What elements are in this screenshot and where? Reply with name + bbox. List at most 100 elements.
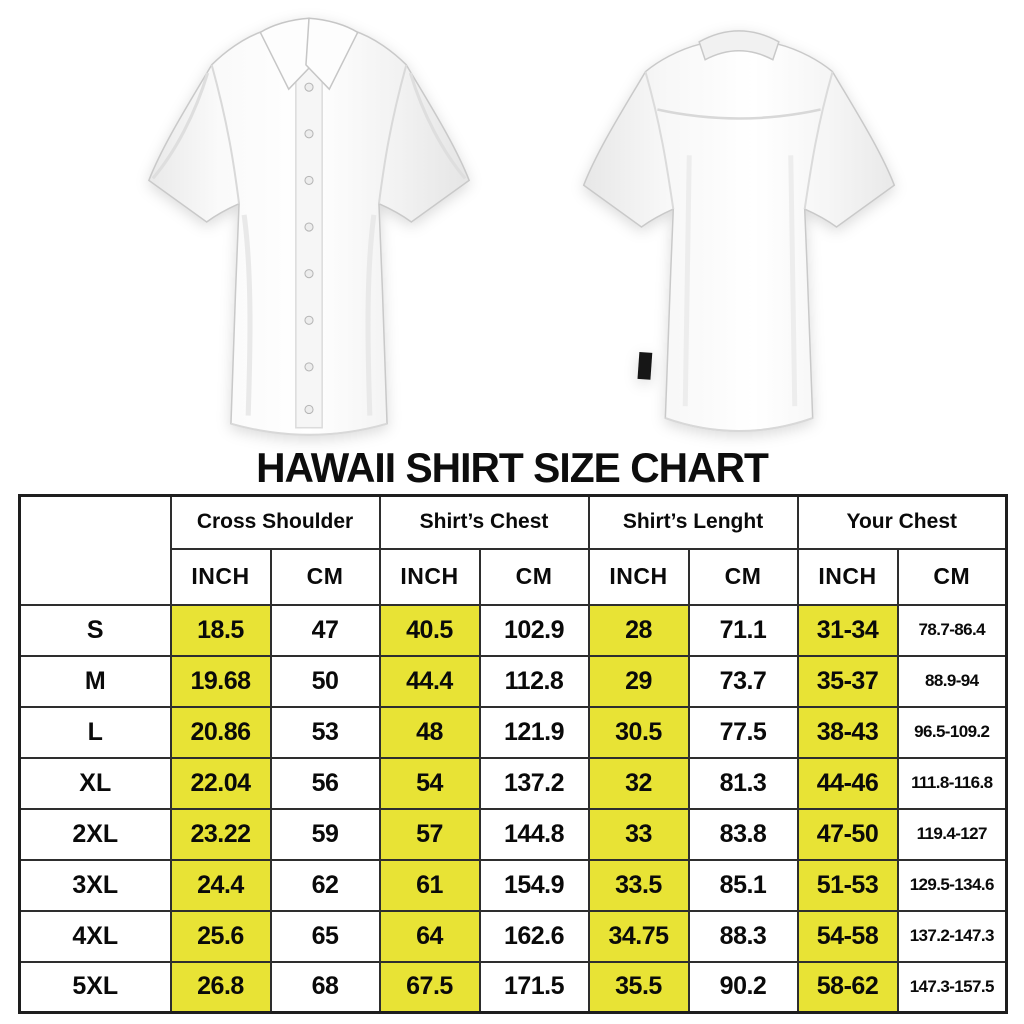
cm-value-cell: 171.5 — [478, 960, 590, 1014]
inch-header: INCH — [587, 547, 690, 606]
inch-value-cell: 67.5 — [378, 960, 481, 1014]
cm-value-cell: 111.8-116.8 — [896, 756, 1008, 810]
cm-value-cell: 68 — [269, 960, 381, 1014]
size-label: M — [18, 654, 172, 708]
size-label: XL — [18, 756, 172, 810]
size-label: L — [18, 705, 172, 759]
cm-value-cell: 88.3 — [687, 909, 799, 963]
inch-value-cell: 57 — [378, 807, 481, 861]
cm-header: CM — [269, 547, 381, 606]
shirt-size-tag — [637, 352, 653, 380]
group-header-shirts-length: Shirt’s Lenght — [587, 494, 799, 550]
cm-header: CM — [896, 547, 1008, 606]
cm-header: CM — [478, 547, 590, 606]
cm-value-cell: 147.3-157.5 — [896, 960, 1008, 1014]
inch-value-cell: 28 — [587, 603, 690, 657]
inch-header: INCH — [378, 547, 481, 606]
inch-value-cell: 38-43 — [796, 705, 899, 759]
inch-value-cell: 20.86 — [169, 705, 272, 759]
inch-value-cell: 18.5 — [169, 603, 272, 657]
cm-value-cell: 50 — [269, 654, 381, 708]
inch-value-cell: 44-46 — [796, 756, 899, 810]
cm-value-cell: 102.9 — [478, 603, 590, 657]
cm-value-cell: 78.7-86.4 — [896, 603, 1008, 657]
inch-header: INCH — [169, 547, 272, 606]
corner-cell — [18, 494, 172, 606]
cm-value-cell: 96.5-109.2 — [896, 705, 1008, 759]
cm-value-cell: 90.2 — [687, 960, 799, 1014]
inch-value-cell: 54-58 — [796, 909, 899, 963]
cm-value-cell: 129.5-134.6 — [896, 858, 1008, 912]
unit-header-row: INCH CM INCH CM INCH CM INCH CM — [20, 547, 1008, 606]
cm-value-cell: 137.2 — [478, 756, 590, 810]
group-header-cross-shoulder: Cross Shoulder — [169, 494, 381, 550]
cm-value-cell: 56 — [269, 756, 381, 810]
table-row: XL 22.04 56 54 137.2 32 81.3 44-46 111.8-116.8 — [18, 756, 1008, 810]
cm-value-cell: 53 — [269, 705, 381, 759]
inch-value-cell: 40.5 — [378, 603, 481, 657]
table-row: L 20.86 53 48 121.9 30.5 77.5 38-43 96.5-109.2 — [18, 705, 1008, 759]
cm-value-cell: 119.4-127 — [896, 807, 1008, 861]
cm-value-cell: 77.5 — [687, 705, 799, 759]
size-label: 4XL — [18, 909, 172, 963]
group-header-shirts-chest: Shirt’s Chest — [378, 494, 590, 550]
size-label: 3XL — [18, 858, 172, 912]
cm-value-cell: 121.9 — [478, 705, 590, 759]
inch-header: INCH — [796, 547, 899, 606]
inch-value-cell: 22.04 — [169, 756, 272, 810]
table-row: 4XL 25.6 65 64 162.6 34.75 88.3 54-58 137.2-147.… — [18, 909, 1008, 963]
inch-value-cell: 51-53 — [796, 858, 899, 912]
size-table-body: S 18.5 47 40.5 102.9 28 71.1 31-34 78.7-86.4 M 19.… — [18, 603, 1008, 1014]
shirt-back-image — [582, 30, 896, 432]
size-table: Cross Shoulder Shirt’s Chest Shirt’s Len… — [18, 494, 1009, 1014]
table-row: 5XL 26.8 68 67.5 171.5 35.5 90.2 58-62 147.3-157… — [18, 960, 1008, 1014]
group-header-row: Cross Shoulder Shirt’s Chest Shirt’s Len… — [18, 494, 1008, 606]
cm-value-cell: 71.1 — [687, 603, 799, 657]
inch-value-cell: 30.5 — [587, 705, 690, 759]
inch-value-cell: 25.6 — [169, 909, 272, 963]
inch-value-cell: 29 — [587, 654, 690, 708]
inch-value-cell: 58-62 — [796, 960, 899, 1014]
cm-value-cell: 112.8 — [478, 654, 590, 708]
cm-value-cell: 62 — [269, 858, 381, 912]
inch-value-cell: 32 — [587, 756, 690, 810]
size-label: 2XL — [18, 807, 172, 861]
cm-value-cell: 137.2-147.3 — [896, 909, 1008, 963]
group-header-your-chest: Your Chest — [796, 494, 1008, 550]
inch-value-cell: 23.22 — [169, 807, 272, 861]
inch-value-cell: 33.5 — [587, 858, 690, 912]
inch-value-cell: 47-50 — [796, 807, 899, 861]
cm-value-cell: 144.8 — [478, 807, 590, 861]
cm-value-cell: 47 — [269, 603, 381, 657]
inch-value-cell: 24.4 — [169, 858, 272, 912]
inch-value-cell: 61 — [378, 858, 481, 912]
cm-value-cell: 65 — [269, 909, 381, 963]
cm-header: CM — [687, 547, 799, 606]
inch-value-cell: 26.8 — [169, 960, 272, 1014]
table-row: M 19.68 50 44.4 112.8 29 73.7 35-37 88.9-94 — [18, 654, 1008, 708]
table-row: 2XL 23.22 59 57 144.8 33 83.8 47-50 119.4-127 — [18, 807, 1008, 861]
table-row: S 18.5 47 40.5 102.9 28 71.1 31-34 78.7-86.4 — [18, 603, 1008, 657]
cm-value-cell: 59 — [269, 807, 381, 861]
cm-value-cell: 88.9-94 — [896, 654, 1008, 708]
page-title: HAWAII SHIRT SIZE CHART — [256, 444, 769, 491]
inch-value-cell: 48 — [378, 705, 481, 759]
inch-value-cell: 33 — [587, 807, 690, 861]
inch-value-cell: 44.4 — [378, 654, 481, 708]
size-label: 5XL — [18, 960, 172, 1014]
cm-value-cell: 154.9 — [478, 858, 590, 912]
cm-value-cell: 85.1 — [687, 858, 799, 912]
inch-value-cell: 64 — [378, 909, 481, 963]
inch-value-cell: 35-37 — [796, 654, 899, 708]
size-label: S — [18, 603, 172, 657]
inch-value-cell: 35.5 — [587, 960, 690, 1014]
cm-value-cell: 73.7 — [687, 654, 799, 708]
cm-value-cell: 81.3 — [687, 756, 799, 810]
table-row: 3XL 24.4 62 61 154.9 33.5 85.1 51-53 129.5-134.6 — [18, 858, 1008, 912]
inch-value-cell: 19.68 — [169, 654, 272, 708]
cm-value-cell: 162.6 — [478, 909, 590, 963]
inch-value-cell: 54 — [378, 756, 481, 810]
shirt-front-image — [147, 17, 471, 436]
inch-value-cell: 34.75 — [587, 909, 690, 963]
